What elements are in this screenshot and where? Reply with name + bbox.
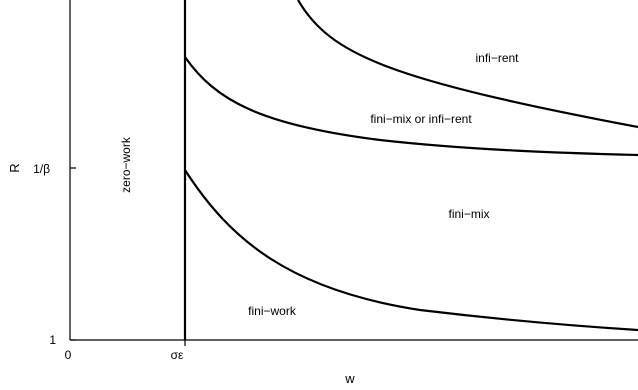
region-label-zero-work: zero−work	[119, 136, 133, 193]
upper-boundary-curve	[297, 0, 638, 129]
y-tick-label-upper: 1/β	[33, 162, 50, 176]
y-axis-title: R	[7, 163, 22, 172]
region-label-fini-work: fini−work	[248, 304, 297, 318]
x-axis-title: w	[344, 371, 355, 386]
lower-boundary-curve	[184, 169, 638, 332]
x-tick-label-threshold: σε	[171, 348, 184, 362]
region-label-infi-rent: infi−rent	[475, 51, 519, 65]
region-label-fini-mix: fini−mix	[448, 207, 489, 221]
region-label-fini-mix-or-infi-rent: fini−mix or infi−rent	[370, 112, 472, 126]
middle-boundary-curve	[184, 56, 638, 157]
x-tick-label-origin: 0	[65, 348, 72, 362]
y-tick-label-lower: 1	[49, 333, 56, 347]
